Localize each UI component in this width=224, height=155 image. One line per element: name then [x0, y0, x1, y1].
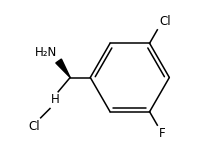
Text: H: H: [51, 93, 60, 106]
Text: Cl: Cl: [159, 15, 170, 28]
Text: H₂N: H₂N: [35, 46, 57, 59]
Text: F: F: [159, 127, 166, 140]
Polygon shape: [56, 59, 70, 78]
Text: Cl: Cl: [28, 120, 40, 133]
